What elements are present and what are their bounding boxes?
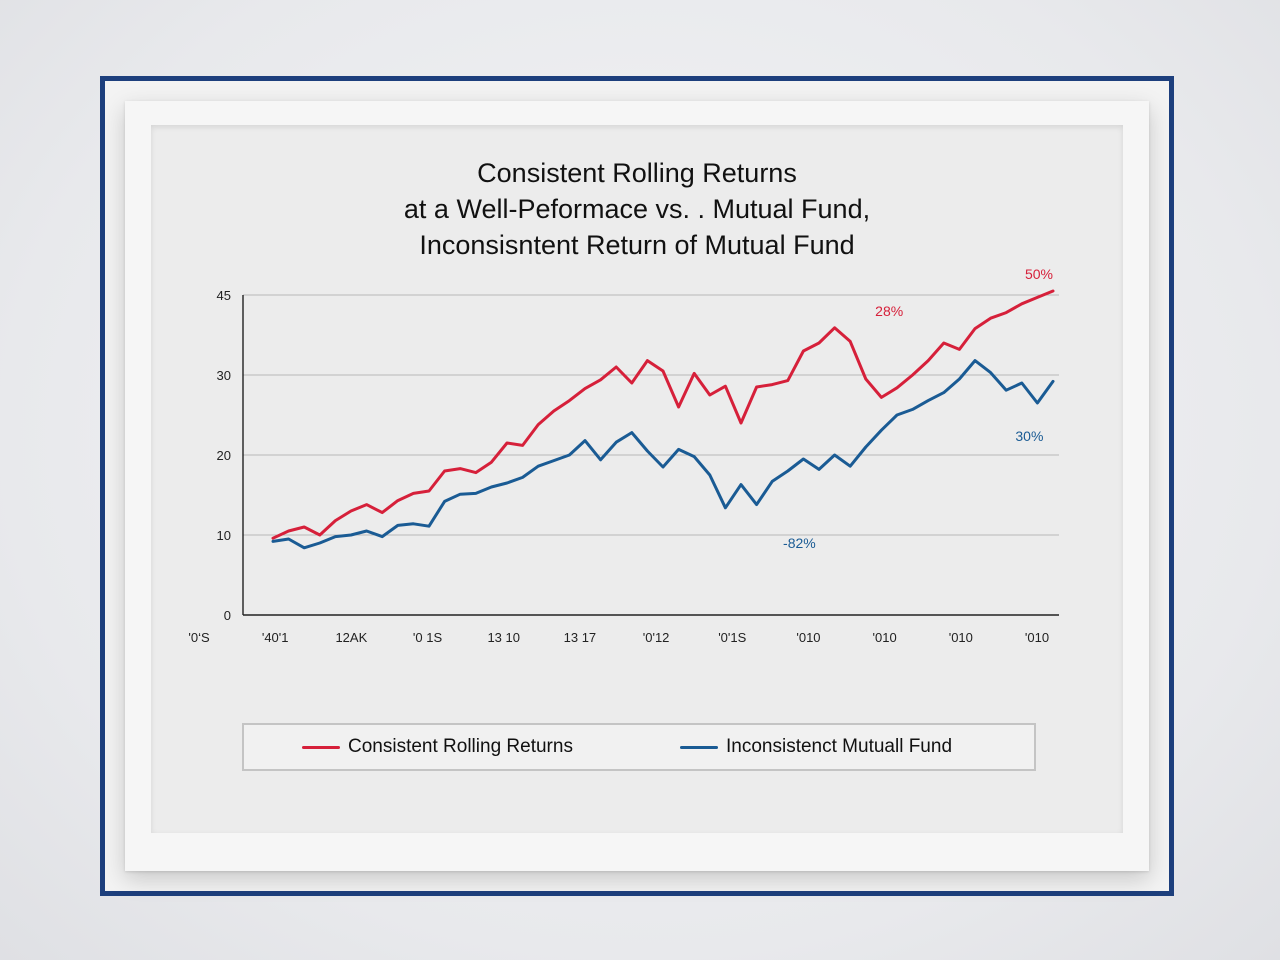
picture-frame: Consistent Rolling Returns at a Well-Pef… [100,76,1174,896]
x-tick-label-8: '010 [796,630,820,645]
x-tick-label-4: 13 10 [487,630,520,645]
x-tick-label-1: '40'1 [262,630,289,645]
y-tick-label-4: 45 [217,288,231,303]
chart-title-line-2: at a Well-Peformace vs. . Mutual Fund, [403,194,871,224]
line-chart: 0 10 20 30 45 '0‘S '40'1 12AK '0 1S 13 10 13 17 '0'… [188,266,1059,645]
x-tick-label-11: '010 [1025,630,1049,645]
x-tick-label-9: '010 [873,630,897,645]
legend-label-inconsistent: Inconsistenct Mutuall Fund [726,736,953,757]
legend-item-inconsistent: Inconsistenct Mutuall Fund [680,736,952,758]
chart-legend: Consistent Rolling Returns Inconsistenct… [242,723,1036,771]
legend-label-consistent: Consistent Rolling Returns [348,736,573,757]
series-line-1 [271,359,1055,550]
legend-swatch-blue [680,745,718,749]
y-tick-label-1: 10 [217,528,231,543]
chart-title-line-3: Inconsisntent Return of Mutual Fund [419,230,855,260]
x-tick-label-5: 13 17 [564,630,597,645]
x-tick-label-2: 12AK [335,630,367,645]
annotation-label-1: 28% [875,303,903,319]
legend-item-consistent: Consistent Rolling Returns [302,736,573,758]
annotation-label-0: 50% [1025,266,1053,282]
annotation-label-2: -82% [783,535,816,551]
x-tick-label-7: '0'1S [718,630,746,645]
y-tick-label-2: 20 [217,448,231,463]
annotation-label-3: 30% [1015,428,1043,444]
x-tick-label-6: '0'12 [643,630,670,645]
legend-swatch-red [302,745,340,749]
chart-title-line-1: Consistent Rolling Returns [477,158,797,188]
x-tick-label-10: '010 [949,630,973,645]
series-line-0 [271,289,1055,540]
y-tick-label-0: 0 [224,608,231,623]
chart-title: Consistent Rolling Returns at a Well-Pef… [97,155,1177,263]
chart-canvas: Consistent Rolling Returns at a Well-Pef… [151,125,1123,833]
x-tick-label-3: '0 1S [413,630,443,645]
frame-mat: Consistent Rolling Returns at a Well-Pef… [125,101,1149,871]
x-tick-label-0: '0‘S [188,630,210,645]
y-tick-label-3: 30 [217,368,231,383]
